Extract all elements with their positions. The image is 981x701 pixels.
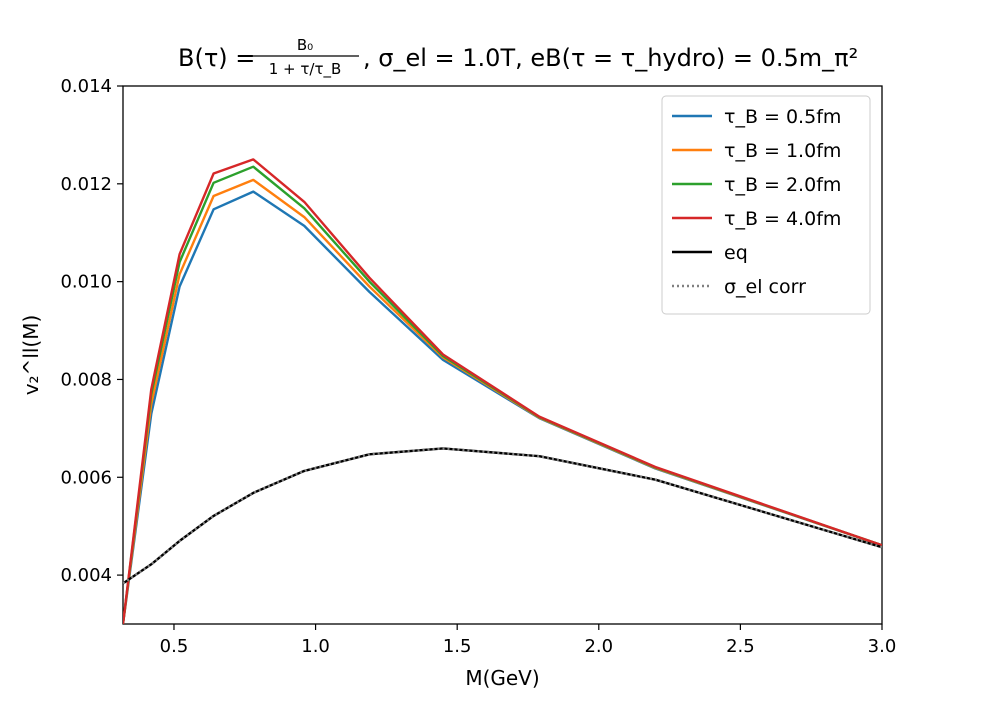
- y-tick-label: 0.012: [60, 174, 112, 195]
- series-line--el-corr: [123, 447, 882, 585]
- legend-label: τ_B = 1.0fm: [724, 140, 841, 162]
- x-tick-label: 1.5: [443, 636, 472, 657]
- y-tick-label: 0.006: [60, 467, 112, 488]
- title-fraction: B₀ 1 + τ/τ_B: [251, 36, 359, 79]
- title-part-1: B(τ) =: [178, 44, 255, 72]
- legend-label: τ_B = 2.0fm: [724, 174, 841, 196]
- x-tick-label: 2.5: [726, 636, 755, 657]
- title-fraction-denominator: 1 + τ/τ_B: [269, 60, 342, 79]
- y-tick-label: 0.008: [60, 369, 112, 390]
- series-line--b-4-0fm: [123, 158, 882, 624]
- title-fraction-numerator: B₀: [297, 36, 313, 54]
- x-axis: 0.5 1.0 1.5 2.0 2.5 3.0: [160, 624, 897, 657]
- x-axis-label: M(GeV): [465, 666, 539, 690]
- y-tick-label: 0.004: [60, 565, 112, 586]
- y-axis: 0.004 0.006 0.008 0.010 0.012 0.014: [60, 76, 123, 586]
- x-tick-label: 3.0: [868, 636, 897, 657]
- x-tick-label: 2.0: [584, 636, 613, 657]
- y-axis-label: v₂^ll(M): [19, 315, 43, 396]
- legend: τ_B = 0.5fm τ_B = 1.0fm τ_B = 2.0fm τ_B = 4…: [661, 95, 871, 315]
- x-tick-label: 0.5: [160, 636, 189, 657]
- series-line-eq: [123, 447, 882, 585]
- series-layer: [123, 158, 882, 624]
- plot-area: [122, 85, 883, 625]
- title-part-2: , σ_el = 1.0T, eB(τ = τ_hydro) = 0.5m_π²: [363, 44, 858, 72]
- y-tick-label: 0.014: [60, 76, 112, 97]
- legend-label: σ_el corr: [724, 276, 806, 298]
- legend-label: τ_B = 4.0fm: [724, 208, 841, 230]
- legend-box: [661, 95, 871, 315]
- legend-label: τ_B = 0.5fm: [724, 106, 841, 128]
- x-tick-label: 1.0: [301, 636, 330, 657]
- legend-label: eq: [724, 242, 748, 264]
- chart-title: B(τ) =: [178, 44, 255, 72]
- y-tick-label: 0.010: [60, 272, 112, 293]
